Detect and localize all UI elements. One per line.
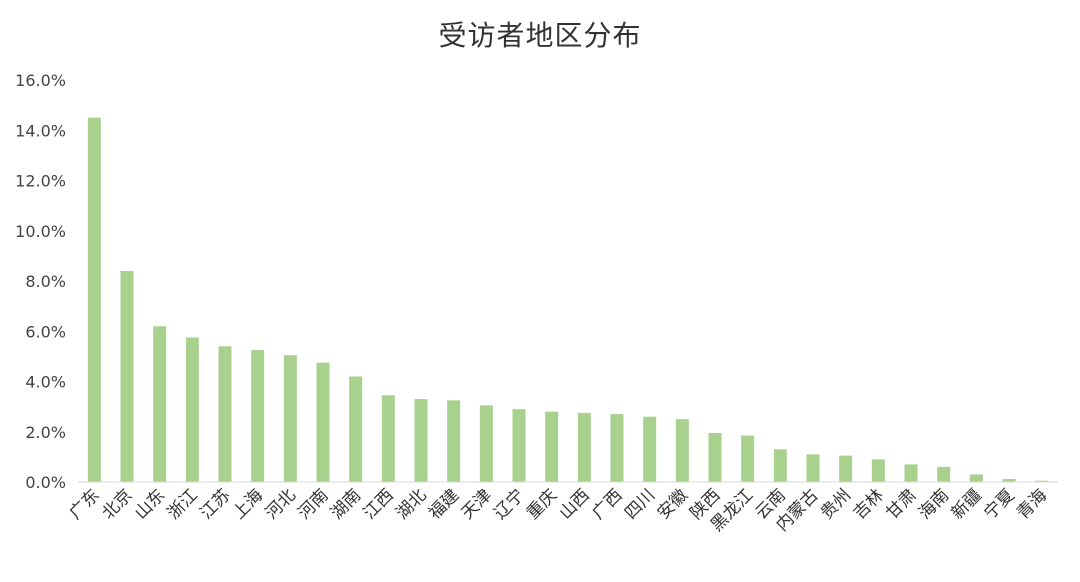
bar <box>806 454 820 482</box>
x-tick-label: 安徽 <box>654 485 692 523</box>
x-tick-label: 广西 <box>588 485 626 523</box>
x-tick-label: 甘肃 <box>882 485 920 523</box>
y-tick-label: 4.0% <box>25 373 66 392</box>
bar <box>969 474 983 482</box>
bar <box>153 326 167 482</box>
bar <box>120 270 134 482</box>
x-tick-label: 吉林 <box>850 485 888 523</box>
bars <box>87 117 1049 482</box>
y-tick-label: 2.0% <box>25 423 66 442</box>
bar <box>577 412 591 482</box>
x-tick-label: 天津 <box>458 485 496 523</box>
y-tick-label: 10.0% <box>15 222 66 241</box>
y-tick-label: 8.0% <box>25 272 66 291</box>
bar <box>251 350 265 482</box>
x-tick-label: 青海 <box>1013 485 1051 523</box>
x-tick-label: 山东 <box>131 485 169 523</box>
x-tick-label: 新疆 <box>948 485 986 523</box>
bar <box>1035 480 1049 482</box>
x-tick-label: 河北 <box>262 485 300 523</box>
bar <box>839 455 853 482</box>
x-tick-label: 上海 <box>229 485 267 523</box>
bar <box>316 362 330 482</box>
x-tick-label: 北京 <box>98 485 136 523</box>
bar <box>283 355 297 482</box>
bar <box>87 117 101 482</box>
bar <box>1002 478 1016 482</box>
bar <box>414 399 428 482</box>
x-tick-label: 湖北 <box>392 485 430 523</box>
bar <box>741 435 755 482</box>
x-tick-label: 四川 <box>621 485 659 523</box>
y-tick-label: 14.0% <box>15 121 66 140</box>
y-tick-label: 0.0% <box>25 473 66 492</box>
x-tick-label: 河南 <box>294 485 332 523</box>
x-tick-label: 海南 <box>915 485 953 523</box>
bar <box>512 409 526 482</box>
y-tick-label: 12.0% <box>15 172 66 191</box>
x-tick-label: 宁夏 <box>980 485 1018 523</box>
bar <box>773 449 787 482</box>
x-tick-label: 福建 <box>425 485 463 523</box>
bar <box>349 376 363 482</box>
bar <box>937 466 951 482</box>
bar <box>675 419 689 482</box>
x-tick-label: 贵州 <box>817 485 855 523</box>
bar <box>610 414 624 482</box>
x-tick-label: 浙江 <box>164 485 202 523</box>
x-tick-label: 山西 <box>556 485 594 523</box>
bar <box>447 400 461 482</box>
bar <box>185 337 199 482</box>
x-tick-label: 重庆 <box>523 485 561 523</box>
y-tick-label: 16.0% <box>15 71 66 90</box>
y-axis: 0.0% 2.0% 4.0% 6.0% 8.0% 10.0% 12.0% 14.0% 16.0% <box>15 71 66 492</box>
y-tick-label: 6.0% <box>25 322 66 341</box>
bar <box>643 416 657 482</box>
bar <box>545 411 559 482</box>
x-tick-label: 江西 <box>360 485 398 523</box>
x-tick-label: 广东 <box>66 485 104 523</box>
x-tick-label: 江苏 <box>196 485 234 523</box>
bar <box>479 405 493 482</box>
x-tick-label: 辽宁 <box>490 485 528 523</box>
bar <box>218 346 232 482</box>
bar <box>904 464 918 482</box>
bar <box>381 395 395 482</box>
x-axis: 广东北京山东浙江江苏上海河北河南湖南江西湖北福建天津辽宁重庆山西广西四川安徽陕西… <box>66 485 1052 535</box>
bar <box>871 459 885 482</box>
bar <box>708 433 722 482</box>
chart-title: 受访者地区分布 <box>438 19 642 52</box>
x-tick-label: 湖南 <box>327 485 365 523</box>
